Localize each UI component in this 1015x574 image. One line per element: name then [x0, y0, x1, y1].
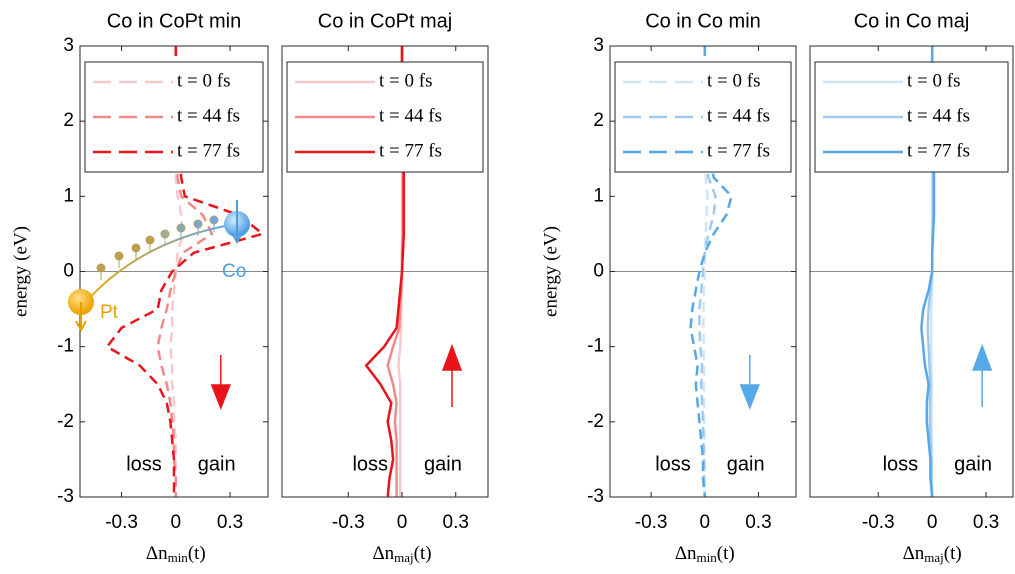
x-tick-label: 0.3 — [217, 512, 243, 533]
x-tick-label: -0.3 — [105, 512, 138, 533]
legend: t = 0 fs t = 44 fs t = 77 fs — [814, 61, 1009, 173]
y-tick-label: 0 — [593, 261, 604, 282]
legend: t = 0 fs t = 44 fs t = 77 fs — [614, 61, 792, 173]
panel: Co in Co min -0.3 0 0.3 -3 -2 -1 0 1 2 3 energy (eV… — [540, 10, 797, 565]
panel-title: Co in Co maj — [854, 10, 970, 32]
legend-label: t = 77 fs — [907, 140, 970, 161]
x-tick-label: 0 — [397, 512, 408, 533]
legend-label: t = 77 fs — [379, 140, 442, 161]
spin-arrow — [441, 343, 463, 407]
legend-label: t = 0 fs — [379, 70, 432, 91]
y-axis-label: energy (eV) — [540, 226, 561, 317]
y-tick-label: 3 — [593, 35, 604, 56]
y-tick-label: 1 — [63, 185, 74, 206]
panel: Co in CoPt min -0.3 0 0.3 -3 -2 -1 0 1 2 3 energy (… — [10, 10, 269, 565]
x-axis-label: Δnmin(t) — [146, 543, 206, 565]
annotation: loss — [126, 453, 162, 475]
inset-diagram: Pt Co — [68, 200, 250, 333]
x-tick-label: 0.3 — [443, 512, 469, 533]
legend-label: t = 44 fs — [707, 105, 770, 126]
x-axis-label-part: Δn — [903, 543, 925, 564]
legend-box — [84, 61, 264, 173]
x-tick-label: 0.3 — [973, 512, 999, 533]
spin-arrow — [972, 343, 993, 407]
y-axis-label: energy (eV) — [10, 226, 31, 317]
y-tick-label: 0 — [63, 261, 74, 282]
annotation: loss — [352, 453, 388, 475]
legend: t = 0 fs t = 44 fs t = 77 fs — [84, 61, 264, 173]
pt-label: Pt — [100, 302, 119, 323]
y-tick-label: -1 — [57, 336, 74, 357]
annotation: gain — [954, 453, 992, 475]
legend-label: t = 0 fs — [907, 70, 960, 91]
axes-box — [79, 45, 269, 498]
series-line — [702, 46, 709, 498]
x-tick-label: 0 — [927, 512, 938, 533]
x-axis-label-part: Δn — [675, 543, 697, 564]
axes-box — [609, 45, 797, 498]
pt-spin — [75, 302, 87, 333]
series-line — [698, 46, 717, 498]
x-axis-label-part: (t) — [414, 543, 432, 564]
x-tick-label: -0.3 — [332, 512, 365, 533]
y-tick-label: 2 — [593, 110, 604, 131]
x-axis-label-part: Δn — [146, 543, 168, 564]
x-axis-label-part: min — [168, 550, 189, 565]
series-line — [156, 46, 214, 497]
legend-label: t = 0 fs — [707, 70, 760, 91]
legend-label: t = 0 fs — [177, 70, 230, 91]
y-tick-label: -1 — [587, 336, 604, 357]
y-tick-label: -3 — [587, 486, 604, 507]
x-tick-label: -0.3 — [635, 512, 668, 533]
panel: Co in Co maj -0.3 0 0.3 Δnmaj(t) loss gain t = … — [809, 10, 1014, 565]
x-axis-label-part: (t) — [717, 543, 735, 564]
legend-label: t = 77 fs — [177, 140, 240, 161]
transfer-electrons — [96, 215, 219, 280]
legend-label: t = 44 fs — [177, 105, 240, 126]
series-line — [169, 46, 185, 497]
x-axis-label-part: (t) — [188, 543, 206, 564]
annotation: gain — [727, 453, 765, 475]
legend-label: t = 44 fs — [379, 105, 442, 126]
y-tick-label: 1 — [593, 185, 604, 206]
axes-box — [809, 45, 1014, 498]
panel: Co in CoPt maj -0.3 0 0.3 Δnmaj(t) loss gain t … — [281, 10, 489, 565]
annotation: gain — [198, 453, 236, 475]
annotation: gain — [424, 453, 462, 475]
panel-title: Co in CoPt maj — [318, 10, 453, 32]
y-tick-label: -2 — [57, 411, 74, 432]
x-axis-label: Δnmaj(t) — [372, 543, 431, 565]
legend-label: t = 44 fs — [907, 105, 970, 126]
x-axis-label-part: min — [697, 550, 718, 565]
legend-label: t = 77 fs — [707, 140, 770, 161]
x-tick-label: 0 — [699, 512, 710, 533]
x-axis-label-part: (t) — [944, 543, 962, 564]
x-tick-label: 0.3 — [745, 512, 771, 533]
x-axis-label-part: maj — [924, 550, 944, 565]
co-label: Co — [222, 261, 246, 282]
spin-arrow — [210, 355, 231, 411]
co-spin — [231, 200, 243, 245]
axes-box — [281, 45, 489, 498]
spin-arrow — [739, 355, 760, 411]
y-tick-label: 3 — [63, 35, 74, 56]
panel-title: Co in CoPt min — [107, 10, 242, 32]
annotation: loss — [883, 453, 919, 475]
x-axis-label-part: maj — [394, 550, 414, 565]
x-axis-label: Δnmaj(t) — [903, 543, 962, 565]
y-tick-label: 2 — [63, 110, 74, 131]
series-line — [105, 46, 266, 497]
annotation: loss — [655, 453, 691, 475]
x-tick-label: 0 — [171, 512, 182, 533]
y-tick-label: -3 — [57, 486, 74, 507]
x-axis-label: Δnmin(t) — [675, 543, 735, 565]
y-tick-label: -2 — [587, 411, 604, 432]
series-line — [689, 46, 733, 498]
legend: t = 0 fs t = 44 fs t = 77 fs — [286, 61, 484, 173]
x-axis-label-part: Δn — [372, 543, 394, 564]
x-tick-label: -0.3 — [862, 512, 895, 533]
panel-title: Co in Co min — [645, 10, 761, 32]
